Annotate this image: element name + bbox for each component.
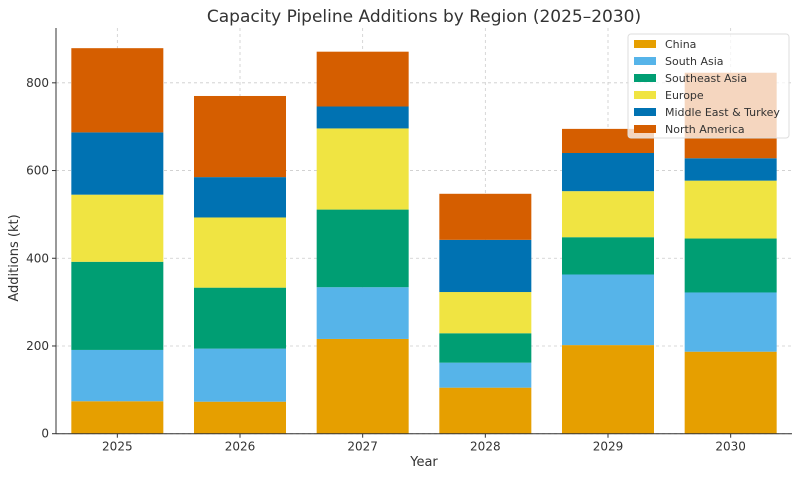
bar-middle-east-turkey-2026 — [194, 177, 286, 218]
legend-swatch — [634, 40, 656, 48]
bar-southeast-asia-2028 — [439, 333, 532, 363]
bar-south-asia-2026 — [194, 348, 286, 402]
x-tick-label: 2026 — [225, 440, 256, 454]
legend-label: South Asia — [665, 55, 724, 68]
y-tick-label: 400 — [26, 251, 49, 265]
bar-southeast-asia-2025 — [71, 261, 164, 350]
legend-label: Southeast Asia — [665, 72, 747, 85]
bar-southeast-asia-2030 — [684, 238, 777, 293]
bar-china-2030 — [684, 351, 777, 434]
bar-north-america-2027 — [316, 51, 409, 107]
legend-label: Europe — [665, 89, 704, 102]
bar-south-asia-2030 — [684, 292, 777, 352]
x-tick-label: 2029 — [593, 440, 624, 454]
bar-europe-2030 — [684, 180, 777, 239]
bar-south-asia-2025 — [71, 349, 164, 402]
bar-middle-east-turkey-2027 — [316, 106, 409, 129]
legend-swatch — [634, 57, 656, 65]
bar-china-2025 — [71, 401, 164, 434]
bar-china-2029 — [562, 345, 654, 434]
bar-europe-2028 — [439, 292, 532, 334]
bar-north-america-2026 — [194, 95, 286, 178]
bar-europe-2029 — [562, 191, 654, 238]
legend-label: North America — [665, 123, 745, 136]
y-tick-label: 800 — [26, 76, 49, 90]
bar-middle-east-turkey-2028 — [439, 239, 532, 293]
chart-title: Capacity Pipeline Additions by Region (2… — [207, 7, 641, 27]
legend-box — [627, 33, 790, 139]
y-tick-label: 200 — [26, 339, 49, 353]
bar-middle-east-turkey-2025 — [71, 132, 164, 195]
x-tick-label: 2028 — [470, 440, 501, 454]
x-tick-label: 2025 — [102, 440, 133, 454]
x-axis-label: Year — [409, 455, 438, 470]
x-tick-label: 2030 — [715, 440, 746, 454]
bar-europe-2027 — [316, 128, 409, 210]
y-tick-label: 600 — [26, 164, 49, 178]
bar-china-2026 — [194, 401, 286, 434]
y-tick-label: 0 — [41, 427, 49, 441]
legend-swatch — [634, 108, 656, 116]
legend-label: Middle East & Turkey — [665, 106, 780, 119]
legend-label: China — [665, 38, 696, 51]
bar-south-asia-2028 — [439, 362, 532, 388]
bar-middle-east-turkey-2030 — [684, 158, 777, 181]
legend-swatch — [634, 74, 656, 82]
bar-china-2027 — [316, 338, 409, 434]
bar-southeast-asia-2029 — [562, 237, 654, 275]
legend-swatch — [634, 125, 656, 133]
legend-swatch — [634, 91, 656, 99]
bar-middle-east-turkey-2029 — [562, 152, 654, 192]
bar-china-2028 — [439, 387, 532, 434]
bar-south-asia-2027 — [316, 287, 409, 339]
bar-south-asia-2029 — [562, 274, 654, 346]
bar-europe-2026 — [194, 217, 286, 288]
bar-north-america-2028 — [439, 193, 532, 240]
bar-southeast-asia-2026 — [194, 287, 286, 349]
bar-north-america-2025 — [71, 48, 164, 133]
bar-southeast-asia-2027 — [316, 209, 409, 288]
bar-europe-2025 — [71, 194, 164, 262]
y-axis-label: Additions (kt) — [7, 214, 22, 301]
x-tick-label: 2027 — [347, 440, 378, 454]
